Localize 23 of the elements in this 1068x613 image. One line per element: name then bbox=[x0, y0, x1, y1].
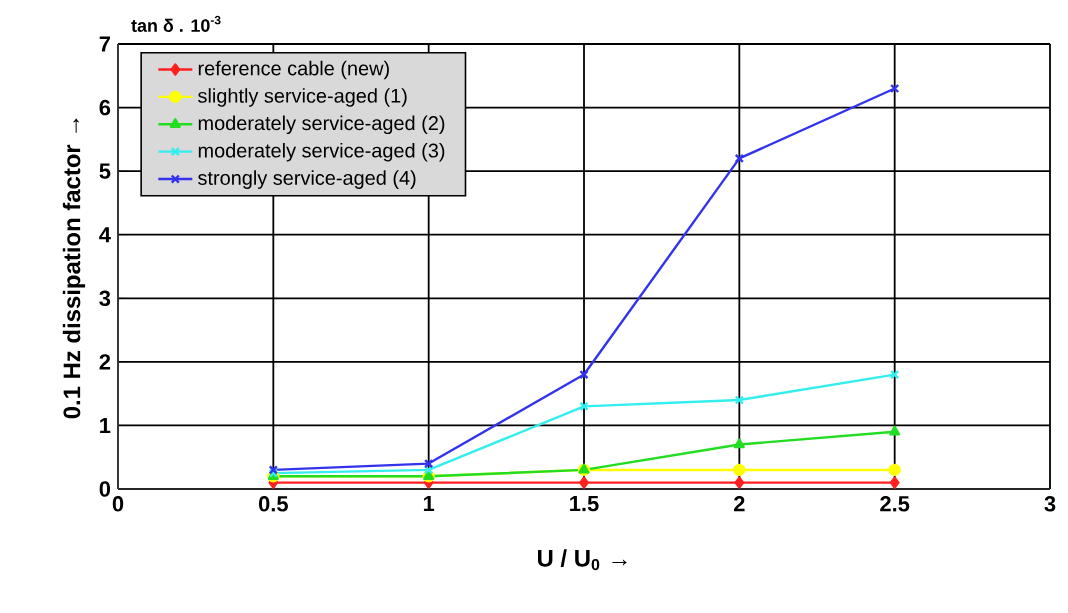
y-tick-label: 6 bbox=[99, 99, 111, 116]
y-tick-label: 0 bbox=[99, 481, 111, 497]
x-tick-label: 1 bbox=[423, 496, 435, 512]
y-tick-label: 1 bbox=[100, 417, 111, 433]
legend-label: slightly service-aged (1) bbox=[198, 88, 407, 107]
y-tick-label: 3 bbox=[99, 290, 111, 307]
x-tick-label: 2.5 bbox=[880, 496, 910, 512]
y-tick-label: 4 bbox=[99, 227, 111, 243]
x-tick-label: 0 bbox=[112, 496, 124, 512]
x-tick-label: 0.5 bbox=[258, 496, 288, 512]
legend-label: strongly service-aged (4) bbox=[198, 170, 416, 189]
y-tick-label: 2 bbox=[99, 354, 111, 370]
x-tick-label: 2 bbox=[734, 496, 745, 512]
chart-subtitle: tan δ . 10$^{-3}$ bbox=[131, 15, 221, 32]
legend-label: moderately service-aged (3) bbox=[198, 142, 445, 162]
y-tick-label: 7 bbox=[99, 36, 110, 52]
x-tick-label: 3 bbox=[1044, 496, 1056, 512]
legend-label: moderately service-aged (2) bbox=[198, 115, 445, 135]
legend-label: reference cable (new) bbox=[198, 60, 389, 80]
x-tick-label: 1.5 bbox=[570, 496, 599, 512]
x-axis-title: U / U$_{0}$ → bbox=[538, 549, 627, 571]
y-axis-title: 0.1 Hz dissipation factor → bbox=[62, 118, 86, 419]
y-tick-label: 5 bbox=[99, 163, 111, 179]
